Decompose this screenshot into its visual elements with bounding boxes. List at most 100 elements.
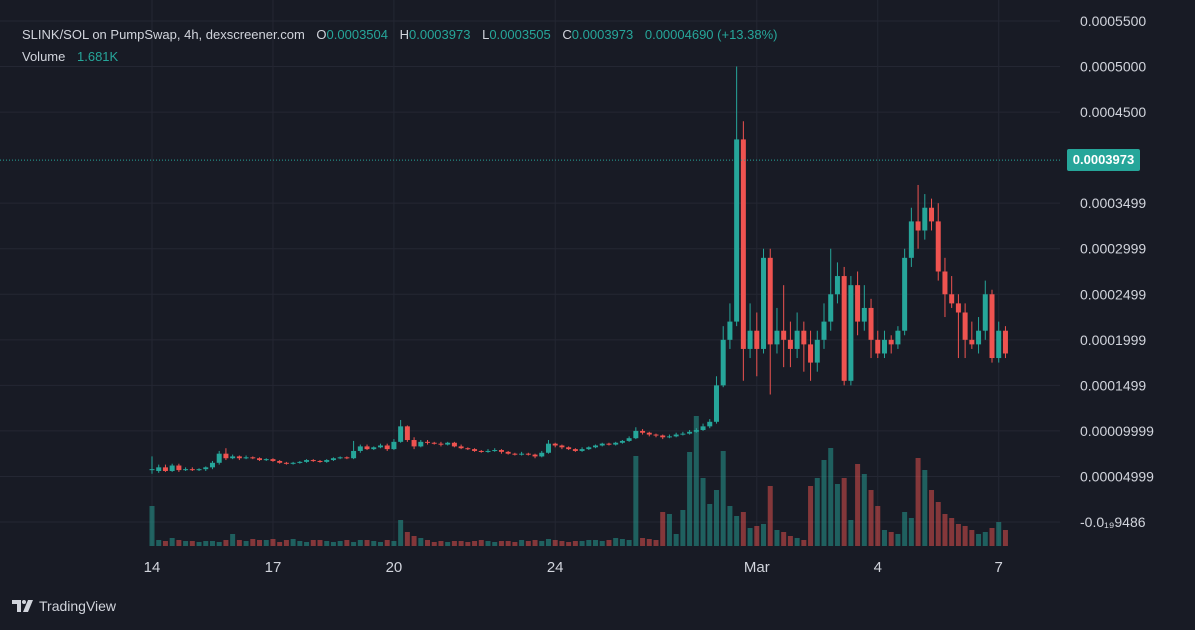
x-tick-label: 24 — [547, 559, 564, 576]
chart-legend: SLINK/SOL on PumpSwap, 4h, dexscreener.c… — [22, 24, 778, 68]
volume-bar — [492, 542, 498, 546]
candle-body — [445, 442, 451, 445]
volume-bar — [828, 448, 834, 546]
candle-body — [431, 442, 437, 444]
candle — [377, 443, 383, 449]
volume-bar — [539, 541, 545, 546]
candle — [566, 446, 572, 451]
candle — [586, 446, 592, 451]
brand-label: TradingView — [39, 598, 117, 614]
candle — [324, 459, 330, 463]
candle-body — [404, 426, 410, 441]
y-tick-label: 0.0002499 — [1080, 286, 1146, 302]
candle — [868, 298, 874, 359]
volume-bar — [855, 464, 861, 546]
candle — [781, 285, 787, 368]
candle — [209, 460, 215, 470]
candle — [653, 433, 659, 438]
candle — [169, 463, 175, 472]
volume-bar — [949, 518, 955, 546]
candle-body — [908, 221, 914, 258]
time-axis[interactable]: 14 17 20 24 Mar 4 7 — [144, 559, 1003, 576]
candle-body — [283, 462, 289, 464]
last-price-badge: 0.0003973 — [1067, 149, 1140, 171]
candle — [344, 456, 350, 460]
tradingview-logo-icon — [12, 600, 33, 612]
candle — [505, 450, 511, 455]
candle — [962, 303, 968, 359]
volume-bar — [411, 536, 417, 546]
volume-bar — [330, 542, 336, 546]
candle-body — [492, 450, 498, 452]
volume-bar — [216, 542, 222, 546]
candle-body — [949, 294, 955, 304]
candle — [996, 321, 1002, 363]
volume-bar — [445, 542, 451, 546]
volume-bar — [371, 541, 377, 546]
candle-body — [693, 429, 699, 432]
candle — [761, 248, 767, 354]
candle-body — [344, 457, 350, 459]
candle — [532, 453, 538, 459]
candle-body — [411, 440, 417, 447]
candle — [881, 330, 887, 359]
candle — [230, 454, 236, 460]
volume-label: Volume — [22, 49, 66, 64]
candle-body — [660, 435, 666, 438]
candle-body — [384, 445, 390, 450]
candle-body — [425, 441, 431, 443]
candle-body — [398, 426, 404, 442]
candle — [713, 376, 719, 424]
candle — [579, 447, 585, 452]
candle — [754, 312, 760, 377]
volume-bar — [169, 538, 175, 546]
candle — [236, 455, 242, 461]
volume-bar — [814, 478, 820, 546]
candle — [848, 276, 854, 386]
candle-body — [767, 257, 773, 345]
volume-bar — [821, 460, 827, 546]
x-tick-label: 17 — [265, 559, 282, 576]
candle — [767, 248, 773, 395]
candle — [176, 463, 182, 472]
candle — [431, 441, 437, 445]
volume-bar — [888, 532, 894, 546]
candle — [740, 121, 746, 381]
candle-body — [552, 443, 558, 446]
candle — [673, 432, 679, 438]
candle — [425, 440, 431, 445]
volume-bar — [848, 520, 854, 546]
candle — [270, 458, 276, 462]
candle — [519, 451, 525, 456]
volume-bar — [156, 540, 162, 546]
volume-bar — [183, 541, 189, 546]
price-axis[interactable]: 0.0005500 0.0005000 0.0004500 0.0003499 0.00… — [1080, 13, 1154, 530]
volume-bar — [761, 524, 767, 546]
volume-bar — [357, 540, 363, 546]
volume-bar — [250, 539, 256, 546]
candle — [935, 203, 941, 281]
candle — [908, 207, 914, 267]
volume-bar — [727, 506, 733, 546]
volume-bar — [297, 541, 303, 546]
candle-body — [498, 450, 504, 452]
symbol-label[interactable]: SLINK/SOL on PumpSwap, 4h, dexscreener.c… — [22, 27, 305, 42]
volume-bar — [774, 530, 780, 546]
candle — [545, 440, 551, 454]
candle-body — [539, 452, 545, 457]
volume-bar — [666, 514, 672, 546]
candle-body — [183, 469, 189, 471]
candle-body — [357, 446, 363, 451]
volume-bar — [230, 534, 236, 546]
candle — [290, 461, 296, 465]
candle — [976, 317, 982, 354]
candle-body — [485, 450, 491, 452]
candle-body — [895, 330, 901, 345]
tradingview-brand[interactable]: TradingView — [12, 598, 116, 614]
candle — [310, 459, 316, 462]
candle-body — [740, 139, 746, 349]
volume-bar — [277, 542, 283, 546]
candle-body — [855, 285, 861, 322]
candle-body — [351, 450, 357, 459]
